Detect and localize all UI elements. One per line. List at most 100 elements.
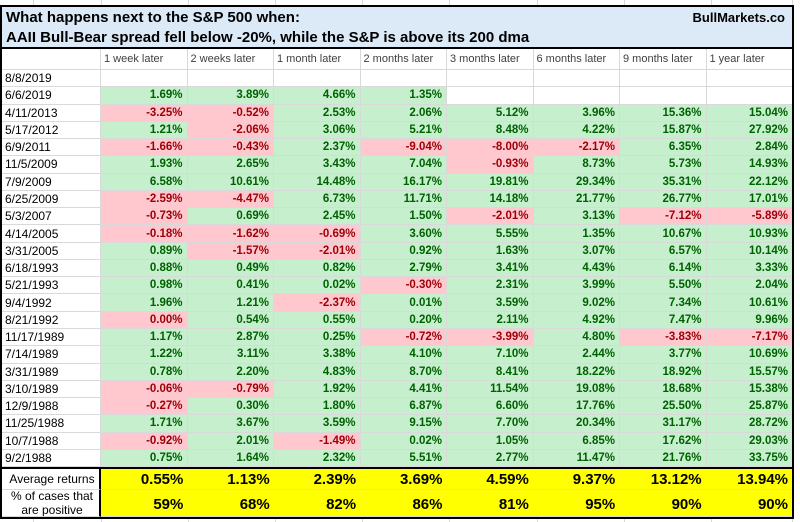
return-cell[interactable] (533, 70, 620, 88)
return-cell[interactable]: 3.07% (533, 242, 620, 260)
return-cell[interactable]: 0.30% (187, 398, 274, 416)
return-cell[interactable]: -0.18% (101, 225, 188, 243)
return-cell[interactable]: 9.96% (706, 311, 792, 329)
average-return-cell[interactable]: 0.55% (101, 469, 188, 490)
return-cell[interactable]: 21.76% (620, 449, 707, 468)
return-cell[interactable]: 1.96% (101, 294, 188, 312)
return-cell[interactable]: -0.69% (274, 225, 361, 243)
date-cell[interactable]: 10/7/1988 (2, 432, 101, 450)
return-cell[interactable]: 4.83% (274, 363, 361, 381)
date-cell[interactable]: 11/25/1988 (2, 415, 101, 433)
date-cell[interactable]: 3/31/1989 (2, 363, 101, 381)
return-cell[interactable]: 0.00% (101, 311, 188, 329)
return-cell[interactable]: 14.48% (274, 173, 361, 191)
return-cell[interactable]: 11.54% (447, 380, 534, 399)
date-cell[interactable]: 5/21/1993 (2, 277, 101, 295)
return-cell[interactable]: -3.83% (620, 328, 707, 347)
return-cell[interactable]: 11.47% (533, 449, 620, 468)
return-cell[interactable]: 0.78% (101, 363, 188, 381)
return-cell[interactable] (360, 70, 447, 88)
return-cell[interactable]: -2.17% (533, 139, 620, 157)
date-cell[interactable]: 3/10/1989 (2, 380, 101, 399)
return-cell[interactable]: 3.41% (447, 259, 534, 278)
return-cell[interactable] (187, 70, 274, 88)
return-cell[interactable]: 1.21% (101, 121, 188, 140)
return-cell[interactable]: 7.70% (447, 415, 534, 433)
return-cell[interactable]: -0.72% (360, 328, 447, 347)
return-cell[interactable]: 15.36% (620, 104, 707, 122)
date-cell[interactable]: 9/4/1992 (2, 294, 101, 312)
return-cell[interactable]: 10.61% (187, 173, 274, 191)
return-cell[interactable]: 3.67% (187, 415, 274, 433)
return-cell[interactable]: 0.92% (360, 242, 447, 260)
return-cell[interactable]: 2.31% (447, 277, 534, 295)
return-cell[interactable]: 33.75% (706, 449, 792, 468)
return-cell[interactable]: 31.17% (620, 415, 707, 433)
return-cell[interactable]: 4.66% (274, 87, 361, 105)
column-header[interactable]: 1 year later (706, 49, 792, 70)
return-cell[interactable]: 0.69% (187, 208, 274, 226)
return-cell[interactable]: 1.35% (360, 87, 447, 105)
return-cell[interactable]: 15.38% (706, 380, 792, 399)
return-cell[interactable]: 6.14% (620, 259, 707, 278)
percent-positive-cell[interactable]: 59% (101, 490, 188, 517)
return-cell[interactable]: 35.31% (620, 173, 707, 191)
return-cell[interactable]: 6.35% (620, 139, 707, 157)
return-cell[interactable] (447, 70, 534, 88)
return-cell[interactable]: 17.76% (533, 398, 620, 416)
return-cell[interactable]: -0.27% (101, 398, 188, 416)
return-cell[interactable]: -1.57% (187, 242, 274, 260)
date-cell[interactable]: 6/9/2011 (2, 139, 101, 157)
return-cell[interactable]: 4.10% (360, 346, 447, 364)
column-header[interactable]: 2 months later (360, 49, 447, 70)
return-cell[interactable]: 3.06% (274, 121, 361, 140)
return-cell[interactable]: 6.85% (533, 432, 620, 450)
return-cell[interactable]: 0.98% (101, 277, 188, 295)
percent-positive-cell[interactable]: 81% (446, 490, 533, 517)
return-cell[interactable]: 15.87% (620, 121, 707, 140)
return-cell[interactable]: -0.93% (447, 156, 534, 174)
date-cell[interactable]: 6/18/1993 (2, 259, 101, 278)
return-cell[interactable]: 4.92% (533, 311, 620, 329)
return-cell[interactable]: 3.77% (620, 346, 707, 364)
return-cell[interactable]: 2.53% (274, 104, 361, 122)
return-cell[interactable]: 0.54% (187, 311, 274, 329)
date-cell[interactable]: 11/17/1989 (2, 328, 101, 347)
return-cell[interactable]: 9.15% (360, 415, 447, 433)
return-cell[interactable]: 15.57% (706, 363, 792, 381)
return-cell[interactable]: 6.58% (101, 173, 188, 191)
return-cell[interactable]: -2.01% (274, 242, 361, 260)
return-cell[interactable]: 0.82% (274, 259, 361, 278)
return-cell[interactable]: 3.11% (187, 346, 274, 364)
return-cell[interactable]: 3.33% (706, 259, 792, 278)
return-cell[interactable]: 17.01% (706, 190, 792, 209)
return-cell[interactable]: 2.79% (360, 259, 447, 278)
return-cell[interactable]: 1.69% (101, 87, 188, 105)
return-cell[interactable]: 0.25% (274, 328, 361, 347)
return-cell[interactable]: 18.68% (620, 380, 707, 399)
return-cell[interactable]: 0.20% (360, 311, 447, 329)
return-cell[interactable]: 2.65% (187, 156, 274, 174)
return-cell[interactable]: 2.37% (274, 139, 361, 157)
average-return-cell[interactable]: 13.12% (619, 469, 706, 490)
date-cell[interactable]: 11/5/2009 (2, 156, 101, 174)
return-cell[interactable]: -0.06% (101, 380, 188, 399)
return-cell[interactable]: 0.89% (101, 242, 188, 260)
return-cell[interactable]: 2.87% (187, 328, 274, 347)
return-cell[interactable]: 19.08% (533, 380, 620, 399)
return-cell[interactable]: 2.01% (187, 432, 274, 450)
percent-positive-cell[interactable]: 68% (187, 490, 274, 517)
column-header[interactable]: 2 weeks later (187, 49, 274, 70)
return-cell[interactable]: 4.80% (533, 328, 620, 347)
date-column-header[interactable] (2, 49, 101, 70)
return-cell[interactable]: 3.38% (274, 346, 361, 364)
return-cell[interactable] (620, 87, 707, 105)
return-cell[interactable] (447, 87, 534, 105)
return-cell[interactable]: 1.92% (274, 380, 361, 399)
return-cell[interactable]: 1.21% (187, 294, 274, 312)
average-return-cell[interactable]: 3.69% (360, 469, 447, 490)
return-cell[interactable]: 3.43% (274, 156, 361, 174)
return-cell[interactable]: 15.04% (706, 104, 792, 122)
return-cell[interactable]: -3.25% (101, 104, 188, 122)
return-cell[interactable]: 1.64% (187, 449, 274, 468)
